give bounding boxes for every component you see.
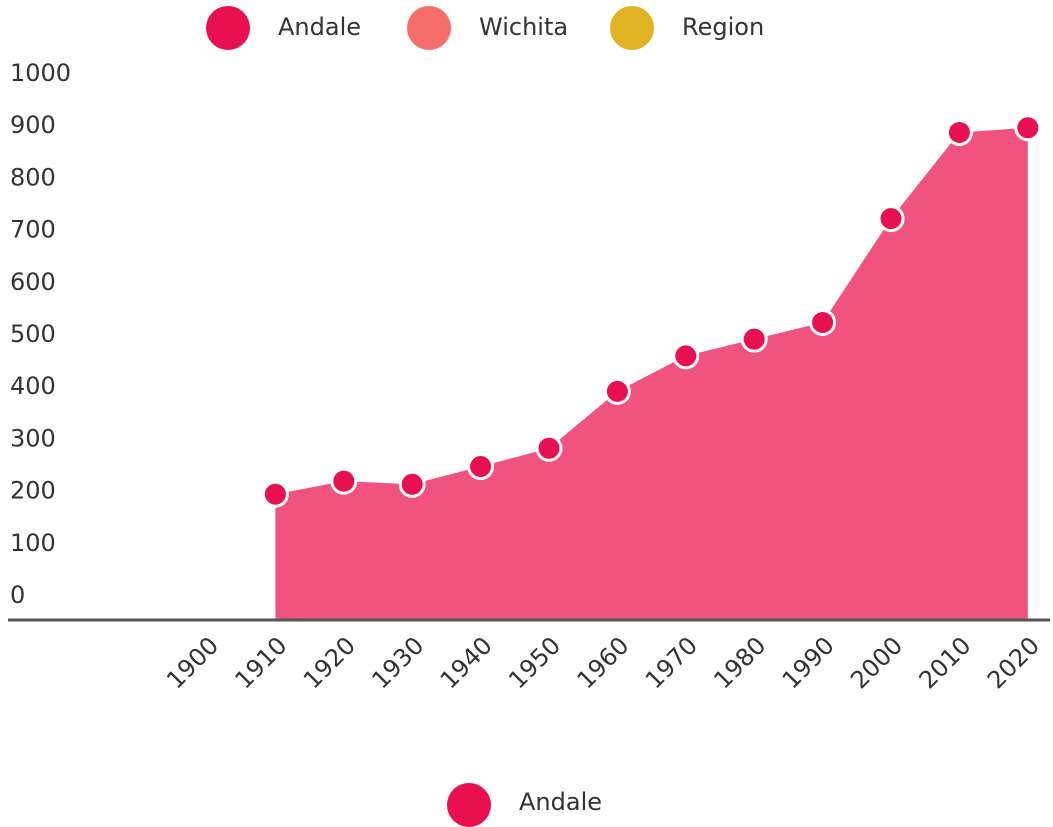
x-tick-label: 1920	[298, 631, 361, 694]
x-tick-label: 1930	[366, 631, 429, 694]
x-tick-label: 1990	[777, 631, 840, 694]
y-tick-label: 300	[10, 424, 56, 452]
x-tick-label: 1980	[708, 631, 771, 694]
marker	[398, 470, 426, 498]
x-tick-label: 1940	[435, 631, 498, 694]
marker	[672, 342, 700, 370]
y-tick-label: 1000	[10, 59, 71, 87]
x-tick-label: 1960	[572, 631, 635, 694]
y-tick-label: 800	[10, 163, 56, 191]
marker	[603, 377, 631, 405]
marker	[330, 467, 358, 495]
marker	[261, 480, 289, 508]
legend-label: Andale	[278, 13, 361, 41]
legend-label: Region	[682, 13, 764, 41]
legend-swatch	[407, 6, 451, 50]
x-tick-label: 1970	[640, 631, 703, 694]
x-tick-label: 1910	[230, 631, 293, 694]
y-tick-label: 500	[10, 320, 56, 348]
y-tick-label: 100	[10, 529, 56, 557]
x-tick-label: 2010	[914, 631, 977, 694]
marker	[535, 434, 563, 462]
legend-swatch	[447, 783, 491, 827]
legend-label: Wichita	[479, 13, 568, 41]
x-tick-label: 2020	[982, 631, 1045, 694]
marker	[467, 453, 495, 481]
legend-swatch	[206, 6, 250, 50]
y-tick-label: 0	[10, 581, 25, 609]
x-tick-label: 2000	[845, 631, 908, 694]
legend-label: Andale	[519, 788, 602, 816]
marker	[740, 325, 768, 353]
area	[275, 127, 1028, 620]
marker	[809, 308, 837, 336]
x-tick-label: 1900	[161, 631, 224, 694]
legend-swatch	[610, 6, 654, 50]
y-tick-label: 600	[10, 268, 56, 296]
marker	[877, 205, 905, 233]
x-tick-label: 1950	[503, 631, 566, 694]
y-tick-label: 400	[10, 372, 56, 400]
marker	[945, 118, 973, 146]
marker	[1014, 114, 1042, 142]
y-tick-label: 900	[10, 111, 56, 139]
y-tick-label: 200	[10, 477, 56, 505]
y-tick-label: 700	[10, 216, 56, 244]
